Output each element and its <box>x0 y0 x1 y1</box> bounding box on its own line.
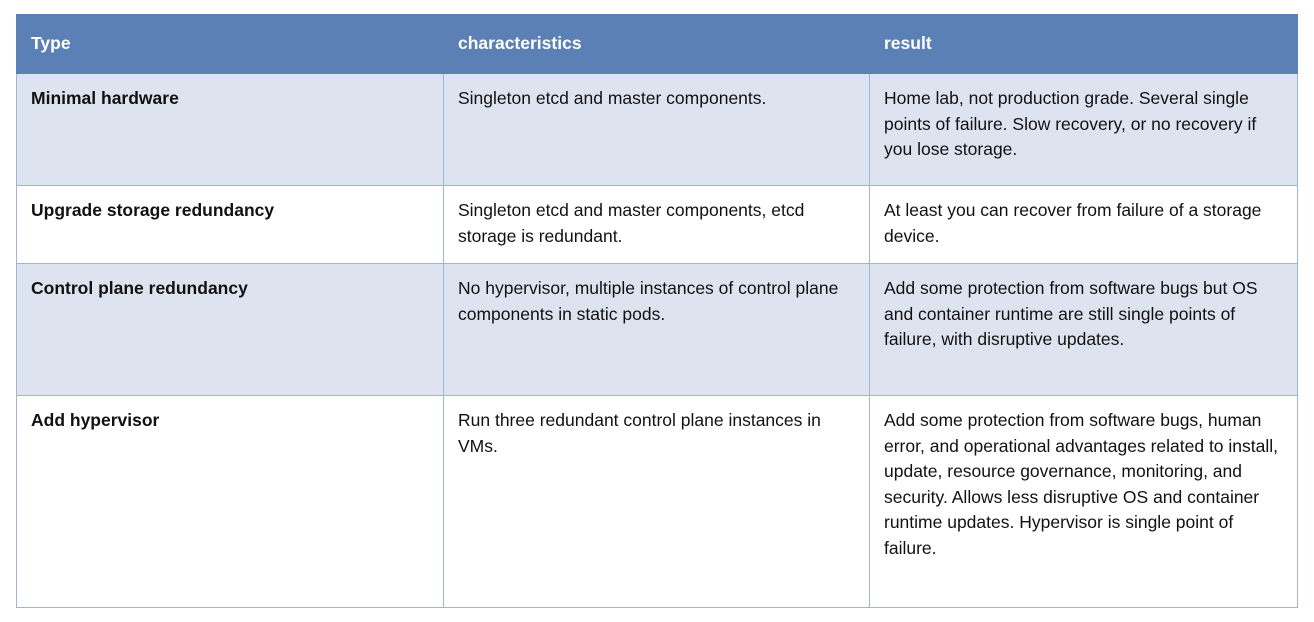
cell-result: Home lab, not production grade. Several … <box>869 73 1298 186</box>
cell-type: Upgrade storage redundancy <box>16 185 444 264</box>
table-row: Minimal hardware Singleton etcd and mast… <box>16 73 1298 186</box>
cell-result: Add some protection from software bugs, … <box>869 395 1298 608</box>
cell-characteristics: Singleton etcd and master components. <box>443 73 870 186</box>
header-result: result <box>869 14 1298 74</box>
cell-characteristics: Run three redundant control plane instan… <box>443 395 870 608</box>
cell-characteristics: No hypervisor, multiple instances of con… <box>443 263 870 396</box>
header-row: Type characteristics result <box>16 14 1298 74</box>
cell-characteristics: Singleton etcd and master components, et… <box>443 185 870 264</box>
cell-type: Add hypervisor <box>16 395 444 608</box>
header-characteristics: characteristics <box>443 14 870 74</box>
cell-type: Minimal hardware <box>16 73 444 186</box>
table-row: Control plane redundancy No hypervisor, … <box>16 263 1298 396</box>
cell-result: Add some protection from software bugs b… <box>869 263 1298 396</box>
table-row: Upgrade storage redundancy Singleton etc… <box>16 185 1298 264</box>
redundancy-table: Type characteristics result Minimal hard… <box>16 14 1298 608</box>
header-type: Type <box>16 14 444 74</box>
cell-result: At least you can recover from failure of… <box>869 185 1298 264</box>
table-row: Add hypervisor Run three redundant contr… <box>16 395 1298 608</box>
cell-type: Control plane redundancy <box>16 263 444 396</box>
